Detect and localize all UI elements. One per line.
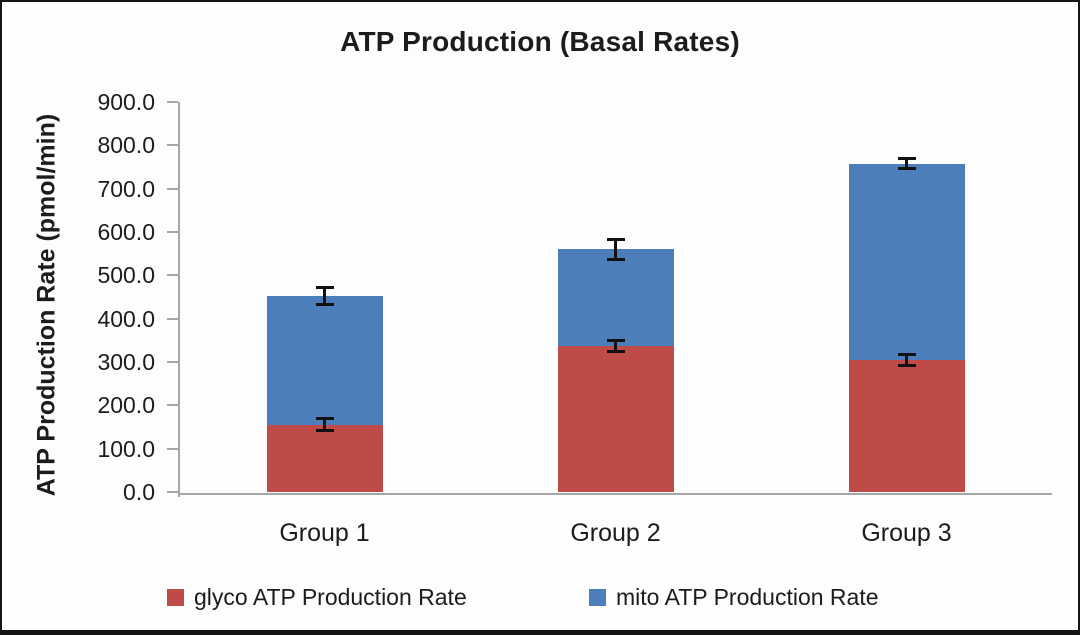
y-axis-line [178,102,180,497]
bar-segment-glyco [557,346,674,492]
y-tick-label: 800.0 [97,132,155,159]
error-bar-stem [323,287,326,305]
error-bar-stem [323,418,326,432]
x-category-label: Group 1 [279,519,370,547]
error-bar-cap-top [606,339,625,343]
y-tick-label: 500.0 [97,262,155,289]
y-tick-label: 400.0 [97,305,155,332]
x-category-label: Group 2 [570,519,661,547]
bar-segment-glyco [848,359,965,492]
error-bar-stem [905,158,908,169]
error-bar-cap-top [606,237,625,241]
y-tick-mark [167,231,178,233]
error-bar-stem [614,238,617,261]
legend-swatch-glyco [167,589,184,606]
y-tick-mark [167,361,178,363]
y-tick-mark [167,491,178,493]
y-tick-label: 900.0 [97,89,155,115]
y-tick-label: 600.0 [97,219,155,245]
error-bar-cap-bottom [315,429,334,433]
y-tick-mark [167,447,178,450]
error-bar-cap-bottom [897,166,916,170]
y-tick-mark [167,187,178,190]
error-bar-cap-bottom [315,302,334,306]
error-bar-stem [614,340,617,353]
x-category-label: Group 3 [861,519,952,547]
x-axis-line [179,493,1052,495]
chart-title: ATP Production (Basal Rates) [340,26,740,57]
error-bar-cap-bottom [606,350,625,354]
y-tick-mark [167,274,178,277]
error-bar-cap-top [897,352,916,356]
error-bar-cap-top [315,286,334,290]
bar-segment-mito [266,296,383,425]
bar-segment-mito [557,249,674,347]
y-tick-label: 200.0 [97,392,155,419]
y-tick-mark [167,404,178,407]
y-tick-mark [167,144,178,147]
error-bar-stem [905,353,908,366]
bar-segment-mito [848,163,965,360]
legend-label-glyco: glyco ATP Production Rate [194,584,467,610]
y-tick-mark [167,101,178,103]
legend-label-mito: mito ATP Production Rate [616,584,879,610]
error-bar-cap-top [897,157,916,161]
error-bar-cap-bottom [606,258,625,262]
error-bar-cap-top [315,417,334,421]
error-bar-cap-bottom [897,363,916,367]
legend-swatch-mito [589,589,606,606]
y-tick-label: 0.0 [123,479,155,505]
bar-segment-glyco [266,424,383,492]
y-tick-label: 300.0 [97,349,155,375]
y-tick-label: 700.0 [97,175,155,202]
y-tick-label: 100.0 [97,435,155,462]
y-tick-mark [167,317,178,320]
